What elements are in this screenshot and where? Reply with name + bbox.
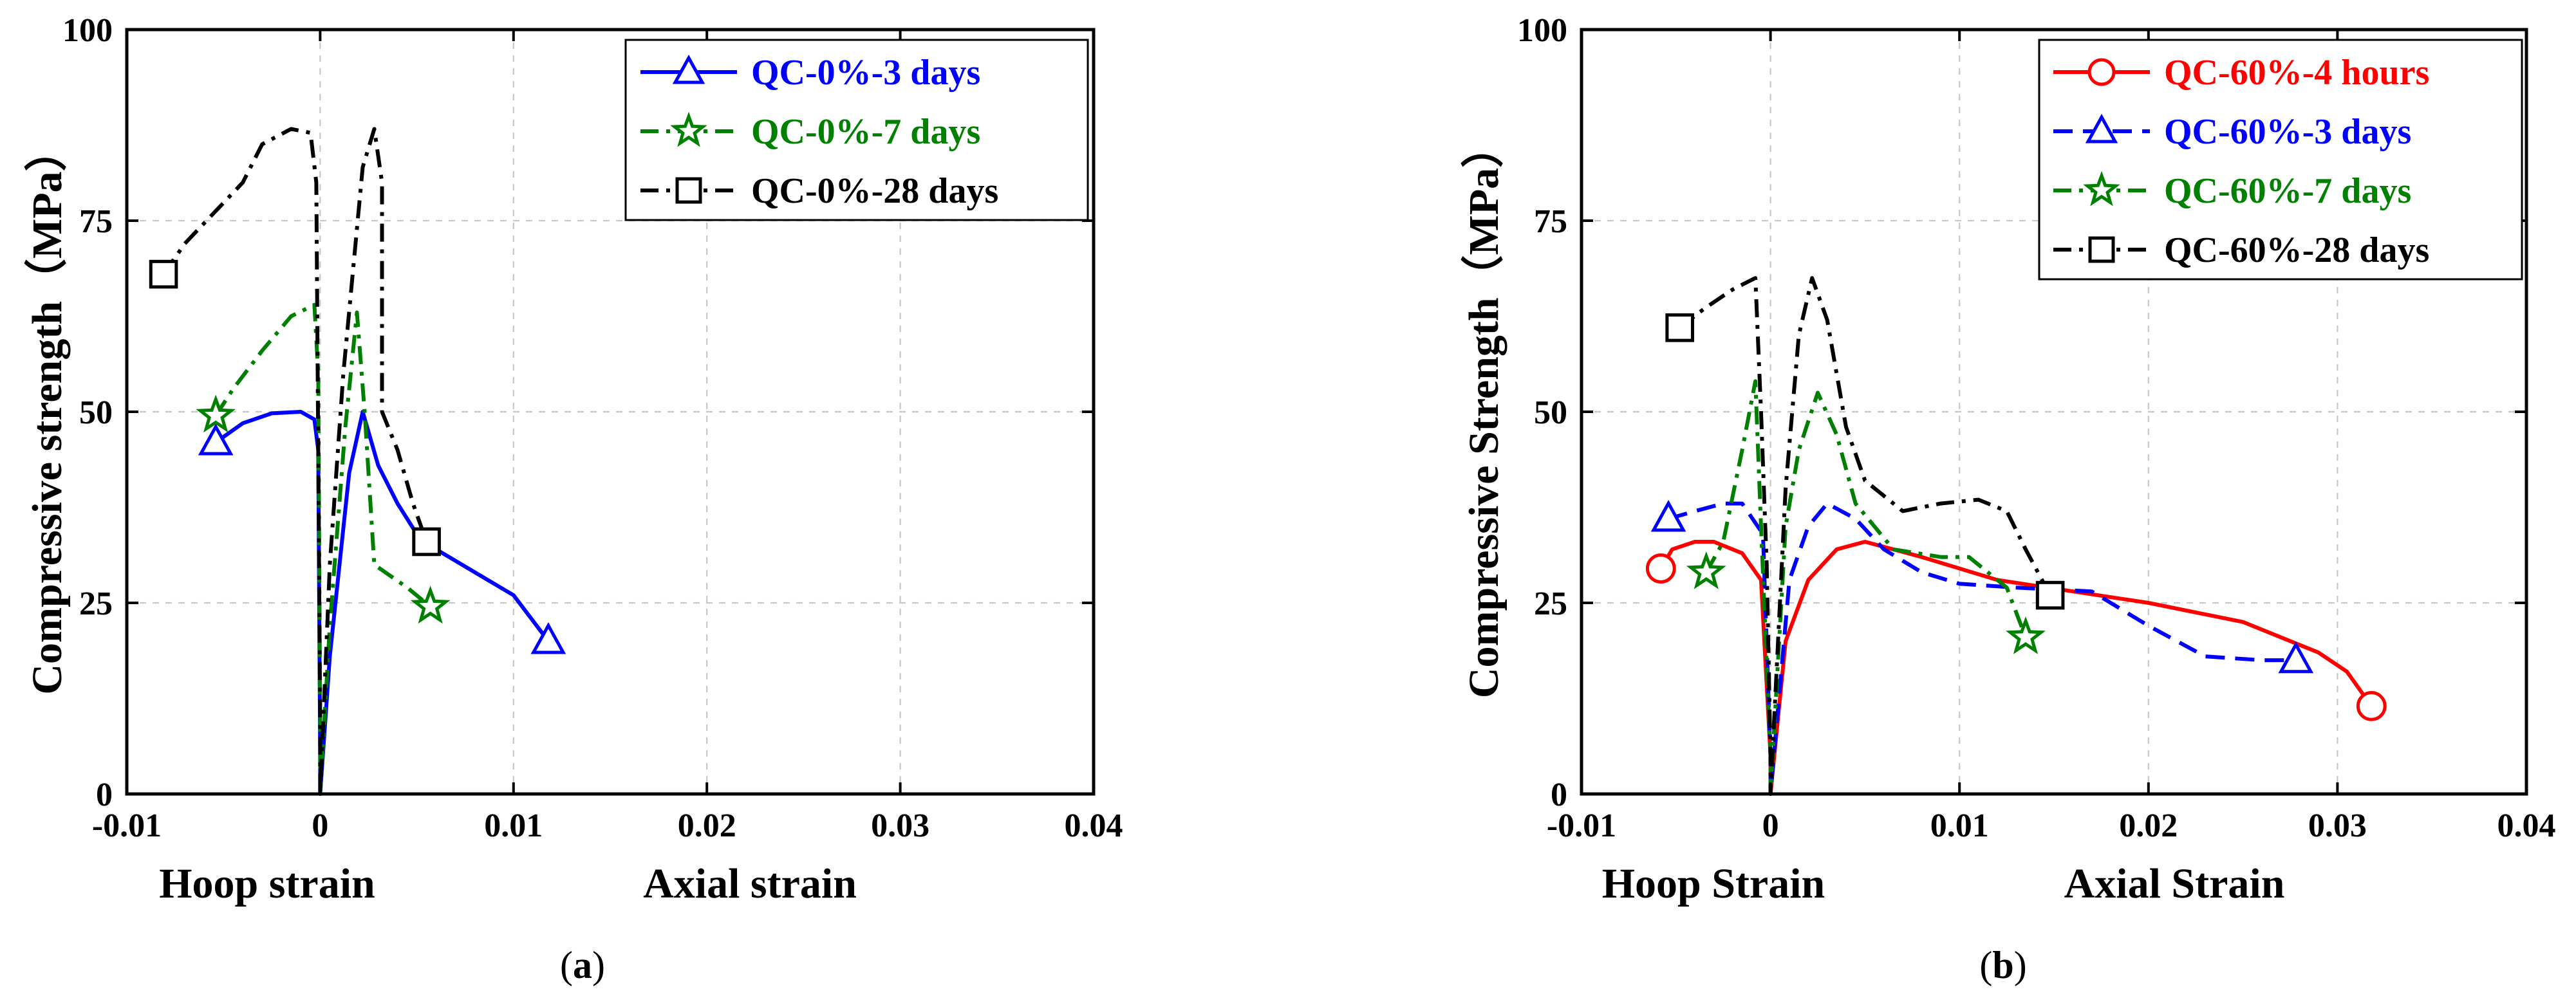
series-line-qc-60-3-days [1668, 501, 2296, 796]
y-tick-label: 50 [79, 394, 113, 431]
x-tick-label: 0.03 [2308, 807, 2367, 844]
panel-caption-a: (a) [560, 944, 605, 986]
legend-label: QC-0%-28 days [751, 171, 998, 211]
x-tick-label: 0.03 [871, 807, 929, 844]
x-tick-label: 0 [1762, 807, 1779, 844]
y-tick-label: 25 [1534, 585, 1567, 622]
y-tick-label: 25 [79, 585, 113, 622]
x-tick-label: 0.01 [484, 807, 543, 844]
x-tick-label: -0.01 [92, 807, 162, 844]
x-tick-label: 0.02 [2119, 807, 2178, 844]
y-tick-label: 50 [1534, 394, 1567, 431]
series-line-qc-60-28-days [1678, 276, 2052, 796]
x-tick-label: 0.02 [678, 807, 736, 844]
x-tick-label: 0.01 [1930, 807, 1989, 844]
legend-marker [2083, 171, 2120, 207]
legend-marker [2087, 58, 2116, 86]
x-axis-hoop-label-a: Hoop strain [159, 860, 375, 907]
data-point-marker [1686, 551, 1726, 589]
legend-marker [672, 54, 705, 84]
series-group-b [1645, 276, 2387, 796]
legend-b: QC-60%-4 hours QC-60%-3 days QC-60%-7 days… [2038, 39, 2523, 281]
panel-letter-a: a [573, 944, 592, 986]
legend-items-a: QC-0%-3 days QC-0%-7 days QC-0%-28 days [640, 53, 998, 211]
data-point-marker [1645, 553, 1676, 584]
series-line-qc-0-3-days [214, 410, 550, 796]
y-tick-label: 75 [1534, 203, 1567, 240]
legend-label: QC-60%-28 days [2164, 230, 2429, 270]
x-axis-axial-label-b: Axial Strain [2064, 860, 2285, 907]
legend-label: QC-0%-7 days [751, 112, 980, 152]
y-tick-label: 75 [79, 203, 113, 240]
y-tick-label: 0 [1551, 777, 1567, 813]
series-line-qc-60-4-hours [1659, 540, 2373, 796]
legend-label: QC-60%-3 days [2164, 112, 2411, 152]
data-point-marker [196, 394, 236, 433]
data-point-marker [2356, 690, 2387, 721]
legend-marker [2085, 113, 2118, 143]
legend-label: QC-60%-4 hours [2164, 53, 2429, 93]
legend-label: QC-0%-3 days [751, 53, 980, 93]
legend-box-b [2038, 39, 2523, 281]
data-point-marker [2035, 580, 2065, 610]
data-point-marker [412, 527, 441, 557]
legend-marker [670, 111, 707, 147]
x-tick-label: 0.04 [2497, 807, 2556, 844]
legend-marker [675, 177, 702, 204]
data-point-marker [530, 622, 566, 654]
x-tick-label: 0 [312, 807, 328, 844]
data-point-marker [410, 585, 451, 624]
series-line-qc-0-7-days [214, 302, 432, 796]
legend-items-b: QC-60%-4 hours QC-60%-3 days QC-60%-7 days… [2053, 53, 2429, 270]
data-point-marker [2278, 641, 2314, 674]
y-axis-title-a: Compressive strength（MPa） [23, 129, 71, 694]
x-tick-label: 0.04 [1065, 807, 1123, 844]
y-axis-title-b: Compressive Strength（MPa） [1460, 125, 1507, 698]
series-group-a [149, 127, 566, 796]
legend-box-a [624, 39, 1089, 221]
series-line-qc-60-7-days [1704, 379, 2028, 796]
y-tick-label: 100 [1517, 12, 1567, 49]
y-tick-label: 100 [62, 12, 113, 49]
data-point-marker [1650, 499, 1686, 532]
x-tick-label: -0.01 [1547, 807, 1616, 844]
data-point-marker [198, 423, 234, 456]
legend-a: QC-0%-3 days QC-0%-7 days QC-0%-28 days [624, 39, 1089, 221]
y-tick-label: 0 [96, 777, 113, 813]
data-point-marker [1665, 313, 1694, 342]
legend-label: QC-60%-7 days [2164, 171, 2411, 211]
x-axis-hoop-label-b: Hoop Strain [1602, 860, 1825, 907]
series-line-qc-0-28-days [162, 127, 429, 796]
x-axis-axial-label-a: Axial strain [643, 860, 857, 907]
legend-marker [2088, 236, 2115, 263]
panel-caption-b: (b) [1979, 944, 2026, 986]
data-point-marker [149, 259, 178, 289]
panel-letter-b: b [1992, 944, 2013, 986]
data-point-marker [2006, 616, 2046, 654]
